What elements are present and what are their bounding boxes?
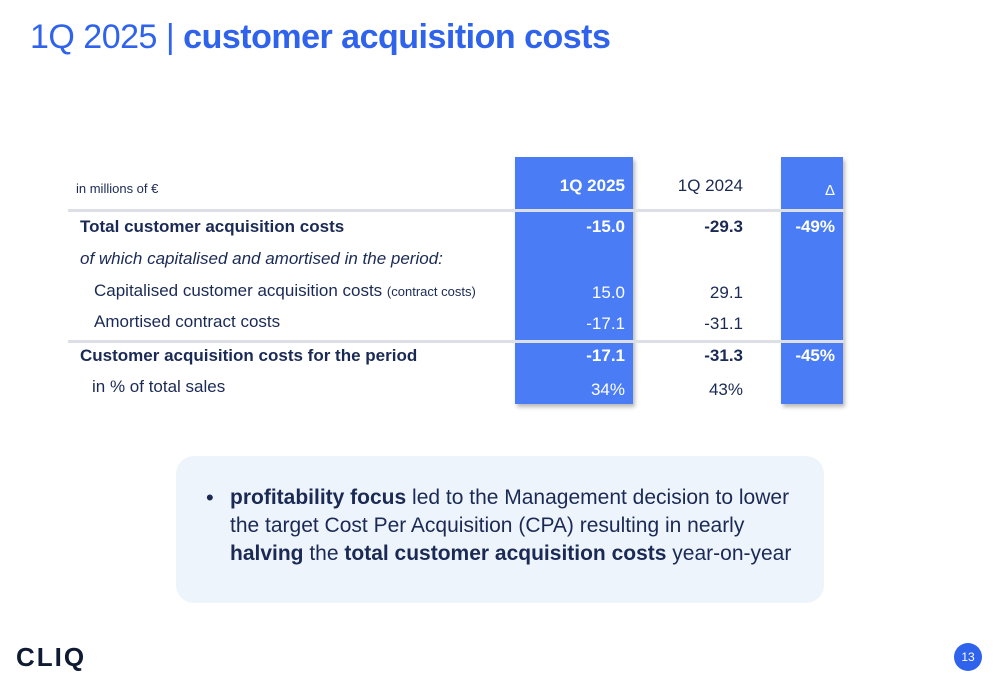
row-pct-sales-1q2025: 34% [590, 380, 625, 399]
row-label-capitalised: Capitalised customer acquisition costs (… [94, 281, 476, 301]
row-cac-period-1q2025: -17.1 [586, 346, 625, 365]
row-total-cac-1q2025: -15.0 [586, 217, 625, 236]
callout-text: profitability focus led to the Managemen… [230, 484, 800, 568]
callout-emphasis-total-cac: total customer acquisition costs [344, 542, 667, 565]
row-amortised-1q2025: -17.1 [586, 314, 625, 333]
bullet-icon: • [206, 485, 214, 510]
row-cac-period-delta: -45% [795, 346, 835, 365]
separator-middle [68, 340, 844, 343]
row-total-cac-1q2024: -29.3 [704, 217, 743, 236]
page-number-badge: 13 [954, 643, 982, 671]
header-1q2025: 1Q 2025 [559, 176, 625, 195]
separator-top [68, 209, 844, 212]
row-label-pct-sales: in % of total sales [92, 377, 226, 396]
row-label-capitalised-main: Capitalised customer acquisition costs [94, 281, 383, 300]
row-label-of-which: of which capitalised and amortised in th… [80, 249, 443, 268]
row-cac-period-1q2024: -31.3 [704, 346, 743, 365]
header-delta: Δ [824, 182, 835, 199]
row-amortised-1q2024: -31.1 [704, 314, 743, 333]
row-label-total-cac: Total customer acquisition costs [80, 217, 345, 236]
row-label-cac-period: Customer acquisition costs for the perio… [80, 346, 418, 365]
callout-emphasis-profitability: profitability focus [230, 486, 407, 509]
row-label-capitalised-suffix: (contract costs) [386, 284, 476, 299]
row-capitalised-1q2024: 29.1 [709, 283, 743, 302]
callout-text-part: the [303, 542, 345, 565]
callout-text-part: led to the Management decision to lower … [230, 486, 790, 537]
unit-label: in millions of € [76, 181, 159, 196]
company-logo: CLIQ [16, 642, 87, 672]
page-title: 1Q 2025 | customer acquisition costs [30, 18, 611, 57]
highlight-column-delta [781, 157, 843, 404]
callout-text-part: year-on-year [666, 542, 792, 565]
header-1q2024: 1Q 2024 [677, 176, 743, 195]
row-label-amortised: Amortised contract costs [94, 312, 281, 331]
title-prefix: 1Q 2025 | [30, 18, 184, 56]
title-main: customer acquisition costs [183, 18, 611, 56]
row-capitalised-1q2025: 15.0 [591, 283, 625, 302]
callout-box [176, 456, 824, 603]
row-pct-sales-1q2024: 43% [708, 380, 743, 399]
callout-emphasis-halving: halving [230, 542, 304, 565]
highlight-column-1q2025 [515, 157, 633, 404]
row-total-cac-delta: -49% [795, 217, 835, 236]
